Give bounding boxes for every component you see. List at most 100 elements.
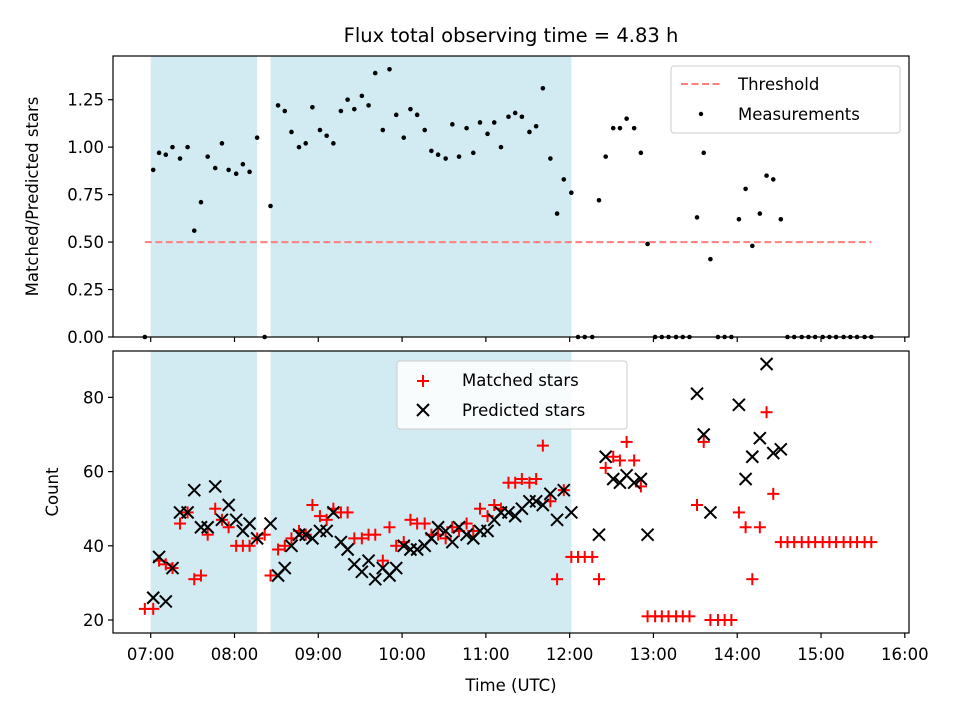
ratio-x-tick-marks xyxy=(150,337,906,342)
predicted-star-point xyxy=(529,494,543,508)
count-panel: 20 40 60 80 07:00 08:00 09:00 10:00 11:00 12:00 1… xyxy=(43,350,929,695)
matched-star-point xyxy=(613,454,626,467)
matched-star-point xyxy=(404,513,417,526)
predicted-star-point xyxy=(759,357,774,371)
predicted-star-point xyxy=(690,386,704,401)
predicted-star-x-b xyxy=(263,516,278,531)
measurement-point xyxy=(212,165,218,171)
measurement-point xyxy=(163,152,169,158)
measurement-point xyxy=(645,241,650,247)
measurement-point xyxy=(372,70,378,76)
predicted-star-point xyxy=(738,472,753,486)
threshold-legend-label: Threshold xyxy=(737,75,819,94)
ratio-plot-frame xyxy=(112,55,910,338)
measurement-point xyxy=(289,129,294,135)
measurement-point xyxy=(540,85,546,91)
predicted-star-point xyxy=(410,542,424,557)
matched-star-point xyxy=(383,521,396,534)
predicted-star-x-b xyxy=(550,513,564,527)
matched-star-point xyxy=(509,476,522,489)
predicted-star-x-b xyxy=(284,539,299,553)
measurement-point xyxy=(345,97,350,102)
predicted-star-point xyxy=(480,524,495,538)
predicted-star-point xyxy=(564,505,579,520)
predicted-star-x-b xyxy=(438,524,453,538)
predicted-star-x-b xyxy=(250,531,264,546)
measurement-point xyxy=(736,216,742,222)
count-x-tick-label: 13:00 xyxy=(630,645,678,664)
matched-star-point xyxy=(607,450,620,463)
ratio-legend: Threshold Measurements xyxy=(670,65,901,134)
measurement-point xyxy=(561,177,567,182)
predicted-star-x-b xyxy=(355,565,369,579)
measurement-point xyxy=(303,141,309,146)
matched-star-point xyxy=(523,476,536,489)
predicted-star-point xyxy=(550,513,564,527)
matched-star-point xyxy=(599,461,612,474)
predicted-star-x-b xyxy=(431,520,445,534)
matched-star-point xyxy=(209,502,222,515)
predicted-star-point xyxy=(208,479,222,494)
observing-interval-band xyxy=(270,56,572,337)
measurement-point xyxy=(240,161,246,167)
measurement-point xyxy=(519,114,525,120)
matched-star-point xyxy=(683,610,696,623)
measurement-point xyxy=(338,108,344,114)
predicted-star-x-b xyxy=(208,479,222,494)
predicted-star-point xyxy=(431,520,445,534)
predicted-star-point xyxy=(634,472,648,486)
matched-star-point xyxy=(746,573,759,586)
measurement-point xyxy=(435,152,441,158)
figure-title: Flux total observing time = 4.83 h xyxy=(344,24,679,47)
predicted-star-x-b xyxy=(410,542,424,557)
measurement-point xyxy=(701,150,707,156)
measurement-point xyxy=(770,177,776,182)
predicted-star-x-b xyxy=(242,516,257,531)
measurement-point xyxy=(282,108,288,114)
count-x-ticks: 07:00 08:00 09:00 10:00 11:00 12:00 13:00 14:00… xyxy=(127,633,929,664)
predicted-star-point xyxy=(445,535,460,549)
ratio-y-tick-label: 1.25 xyxy=(67,91,104,110)
matched-star-point xyxy=(278,539,291,552)
count-y-tick-label: 60 xyxy=(83,463,104,482)
predicted-star-x-b xyxy=(452,520,466,534)
matched-star-point xyxy=(732,506,745,519)
measurement-point xyxy=(456,154,462,159)
predicted-star-x-b xyxy=(200,520,215,534)
count-legend-box xyxy=(396,360,628,430)
predicted-star-x-b xyxy=(319,524,334,538)
predicted-star-x-b xyxy=(759,357,774,371)
matched-star-point xyxy=(369,528,382,541)
predicted-star-point xyxy=(606,472,620,486)
matched-star-point xyxy=(418,517,431,530)
predicted-star-point xyxy=(732,398,746,412)
matched-star-point xyxy=(147,602,160,615)
matched-star-point xyxy=(174,517,187,530)
ratio-y-tick-label: 0.25 xyxy=(67,281,104,300)
matched-star-point xyxy=(264,569,277,582)
matched-star-point xyxy=(697,435,710,448)
matched-star-point xyxy=(243,539,256,552)
matched-star-point xyxy=(306,498,319,511)
measurement-point xyxy=(219,141,225,146)
predicted-star-x-b xyxy=(703,505,718,520)
measurement-point xyxy=(268,203,273,209)
matched-star-point xyxy=(515,473,528,486)
ratio-y-tick-label: 1.00 xyxy=(67,138,104,157)
matched-star-point xyxy=(355,532,368,545)
predicted-star-point xyxy=(250,531,264,546)
predicted-star-point xyxy=(536,498,550,512)
predicted-star-point xyxy=(299,527,313,542)
measurement-point xyxy=(569,190,574,196)
predicted-star-x-b xyxy=(221,498,236,512)
predicted-star-point xyxy=(278,561,292,575)
measurement-point xyxy=(387,66,392,72)
measurement-point xyxy=(331,141,336,146)
measurement-point xyxy=(491,120,497,125)
count-y-tick-label: 20 xyxy=(83,611,104,630)
count-y-tick-label: 40 xyxy=(83,537,104,556)
measurement-point xyxy=(226,167,231,173)
count-legend: Matched stars Predicted stars xyxy=(396,360,628,430)
measurement-point xyxy=(764,173,769,178)
predicted-star-x-b xyxy=(753,431,767,445)
